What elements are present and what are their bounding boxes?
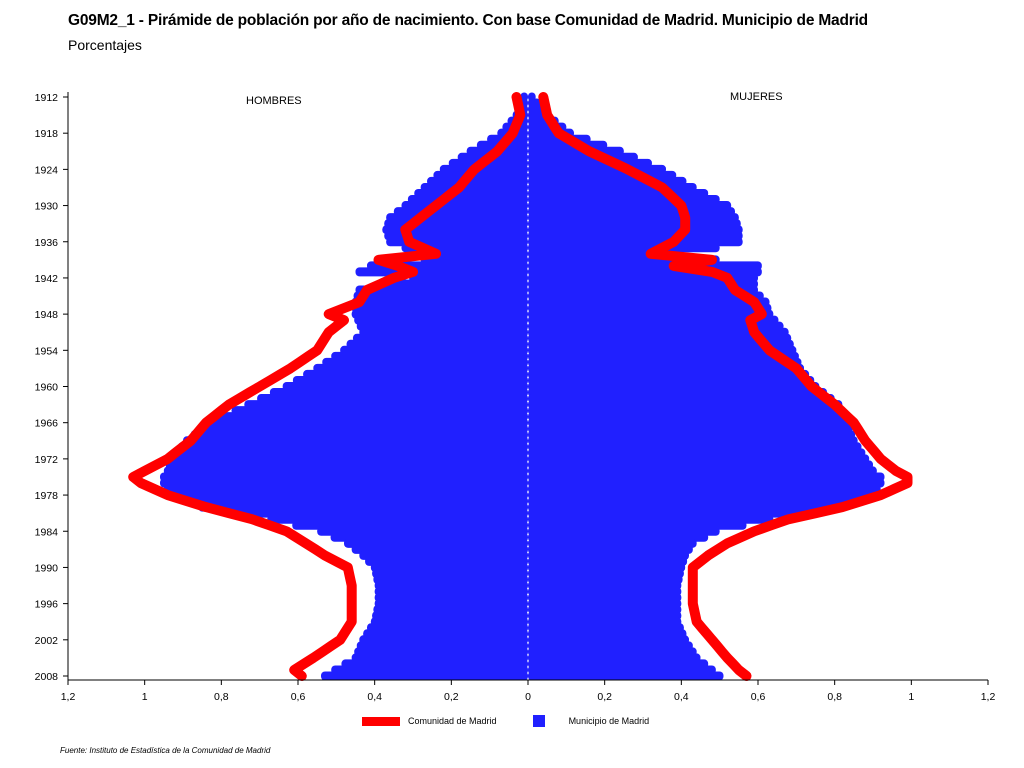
- y-tick-label: 1960: [35, 382, 59, 394]
- x-tick-label: 0: [525, 691, 531, 703]
- chart-subtitle: Porcentajes: [68, 37, 142, 53]
- y-tick-label: 1966: [35, 418, 59, 430]
- x-tick-label: 0,6: [751, 691, 766, 703]
- municipio-bar-men-2008: [321, 671, 528, 681]
- y-tick-label: 2008: [35, 671, 59, 683]
- men-label: HOMBRES: [246, 95, 302, 107]
- y-tick-label: 1942: [35, 273, 59, 285]
- legend-item-comunidad: Comunidad de Madrid: [362, 716, 497, 726]
- chart-title: G09M2_1 - Pirámide de población por año …: [68, 12, 868, 29]
- y-tick-label: 1990: [35, 562, 59, 574]
- source-note: Fuente: Instituto de Estadística de la C…: [60, 746, 271, 755]
- y-tick-label: 1912: [35, 92, 59, 104]
- y-tick-label: 1918: [35, 128, 59, 140]
- x-tick-label: 0,8: [214, 691, 229, 703]
- x-tick-label: 0,4: [367, 691, 382, 703]
- municipio-bars: [160, 92, 885, 681]
- y-tick-label: 1996: [35, 599, 59, 611]
- x-tick-label: 0,8: [827, 691, 842, 703]
- comunidad-line-men: [128, 92, 526, 681]
- y-tick-label: 1954: [35, 345, 59, 357]
- legend-label-comunidad: Comunidad de Madrid: [408, 716, 497, 726]
- chart-axes: 1,2 1 0,8 0,6 0,4 0,2 0 0,2 0,4 0,6 0,8 1 1,2 1912 191…: [35, 92, 996, 703]
- x-tick-label: 1,2: [981, 691, 996, 703]
- x-tick-label: 0,2: [597, 691, 612, 703]
- y-tick-label: 1948: [35, 309, 59, 321]
- legend-item-municipio: Municipio de Madrid: [532, 715, 650, 727]
- x-tick-label: 1: [142, 691, 148, 703]
- legend-label-municipio: Municipio de Madrid: [568, 716, 650, 726]
- y-tick-label: 1924: [35, 164, 59, 176]
- y-tick-label: 1978: [35, 490, 59, 502]
- x-tick-label: 1: [908, 691, 914, 703]
- x-tick-label: 0,2: [444, 691, 459, 703]
- y-tick-label: 1936: [35, 237, 59, 249]
- comunidad-lines: [128, 92, 913, 681]
- legend: Comunidad de Madrid Municipio de Madrid: [362, 715, 685, 727]
- legend-swatch-municipio: [532, 715, 545, 727]
- y-tick-label: 1930: [35, 201, 59, 213]
- legend-swatch-comunidad: [362, 716, 400, 726]
- y-tick-label: 1984: [35, 526, 59, 538]
- women-label: MUJERES: [730, 91, 783, 103]
- x-tick-label: 0,6: [291, 691, 306, 703]
- comunidad-line-women: [538, 92, 913, 681]
- y-tick-label: 2002: [35, 635, 59, 647]
- x-tick-label: 1,2: [61, 691, 76, 703]
- x-tick-label: 0,4: [674, 691, 689, 703]
- municipio-bar-women-2008: [528, 671, 724, 681]
- y-tick-label: 1972: [35, 454, 59, 466]
